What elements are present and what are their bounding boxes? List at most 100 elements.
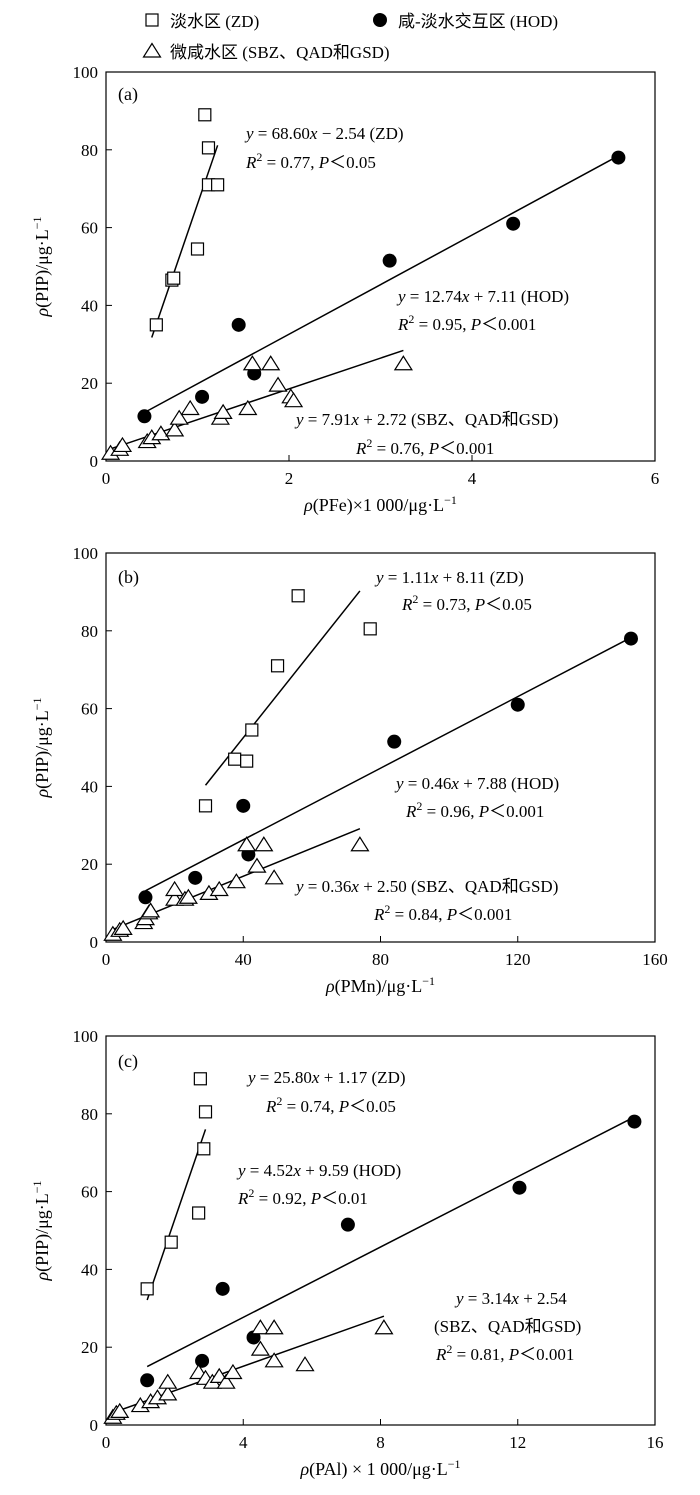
series-triangle: y = 3.14x + 2.54 (SBZ、QAD和GSD) R2 = 0.81, … <box>103 1289 581 1424</box>
data-point-circle <box>627 1114 642 1129</box>
data-point-square <box>164 1235 178 1249</box>
legend-marker-circle <box>373 13 387 27</box>
fit-line-circle <box>144 155 619 414</box>
r2-stat-triangle: R2 = 0.84, P＜0.001 <box>373 902 512 924</box>
data-point-circle <box>195 389 210 404</box>
data-point-circle <box>140 1373 155 1388</box>
x-axis-label: ρ(PFe)×1 000/μg·L−1 <box>303 493 457 516</box>
equation-triangle: y = 0.36x + 2.50 (SBZ、QAD和GSD) <box>294 877 558 896</box>
plot-frame <box>105 1035 656 1426</box>
equation-square: y = 25.80x + 1.17 (ZD) <box>246 1068 406 1087</box>
legend-label-0: 淡水区 (ZD) <box>170 12 259 31</box>
data-point-circle <box>510 697 525 712</box>
x-tick-label: 0 <box>102 469 111 488</box>
data-point-triangle <box>264 1352 284 1368</box>
data-point-circle <box>512 1180 527 1195</box>
series-circle: y = 12.74x + 7.11 (HOD) R2 = 0.95, P＜0.00… <box>137 150 626 424</box>
x-tick-label: 8 <box>376 1433 385 1452</box>
r2-stat-circle: R2 = 0.92, P＜0.01 <box>237 1186 368 1208</box>
y-tick-label: 80 <box>81 1105 98 1124</box>
legend: 淡水区 (ZD) 咸-淡水交互区 (HOD) 微咸水区 (SBZ、QAD和GSD) <box>142 12 558 62</box>
data-point-triangle <box>113 919 133 935</box>
data-point-triangle <box>254 836 274 852</box>
y-tick-label: 20 <box>81 374 98 393</box>
x-tick-label: 4 <box>239 1433 248 1452</box>
data-point-triangle <box>264 1319 284 1335</box>
data-point-circle <box>215 1281 230 1296</box>
data-point-circle <box>382 253 397 268</box>
data-point-square <box>270 659 285 673</box>
y-axis-label: ρ(PIP)/μg·L−1 <box>30 697 53 798</box>
x-tick-label: 6 <box>651 469 660 488</box>
y-tick-label: 20 <box>81 855 98 874</box>
chart-panel-b: 0 20 40 60 80 100 0 40 80 120 160 ρ(PMn)/μg·L−1 ρ(PI… <box>30 544 668 997</box>
data-point-square <box>291 589 305 603</box>
data-point-circle <box>506 216 521 231</box>
data-point-circle <box>188 870 203 885</box>
y-tick-label: 100 <box>73 544 99 563</box>
y-tick-label: 0 <box>90 933 99 952</box>
panel-label: (b) <box>118 567 139 588</box>
plot-frame <box>105 71 656 462</box>
x-tick-label: 160 <box>642 950 668 969</box>
fit-line-square <box>146 1129 207 1301</box>
r2-stat-square: R2 = 0.73, P＜0.05 <box>401 592 532 614</box>
data-point-circle <box>340 1217 355 1232</box>
x-tick-label: 4 <box>468 469 477 488</box>
data-point-square <box>240 754 254 768</box>
data-point-circle <box>138 890 153 905</box>
data-point-triangle <box>268 376 288 392</box>
data-point-square <box>198 108 212 122</box>
x-tick-label: 120 <box>505 950 531 969</box>
panel-label: (c) <box>118 1051 138 1072</box>
fit-line-circle <box>145 636 632 892</box>
data-point-square <box>198 1105 213 1119</box>
data-point-triangle <box>209 880 229 897</box>
equation-circle: y = 4.52x + 9.59 (HOD) <box>236 1161 401 1180</box>
data-point-square <box>140 1282 154 1296</box>
chart-panel-c: 0 20 40 60 80 100 0 4 8 12 16 ρ(PAl) × 1 000/μg·L−1… <box>30 1027 664 1480</box>
data-point-triangle <box>165 421 185 437</box>
equation-circle: y = 0.46x + 7.88 (HOD) <box>394 774 559 793</box>
y-tick-label: 40 <box>81 1260 98 1279</box>
data-point-triangle <box>250 1319 270 1335</box>
y-tick-label: 0 <box>90 1416 99 1435</box>
data-point-triangle <box>242 355 262 371</box>
data-point-square <box>363 622 377 636</box>
r2-stat-triangle: R2 = 0.81, P＜0.001 <box>435 1342 574 1364</box>
data-point-triangle <box>374 1319 394 1335</box>
data-point-square <box>228 752 242 766</box>
series-square: y = 1.11x + 8.11 (ZD) R2 = 0.73, P＜0.05 <box>198 568 532 813</box>
y-tick-label: 60 <box>81 700 98 719</box>
equation-triangle: y = 3.14x + 2.54 <box>454 1289 567 1308</box>
series-square: y = 68.60x − 2.54 (ZD) R2 = 0.77, P＜0.05 <box>149 108 404 338</box>
legend-label-1: 咸-淡水交互区 (HOD) <box>398 12 558 31</box>
x-tick-label: 2 <box>285 469 294 488</box>
r2-stat-square: R2 = 0.74, P＜0.05 <box>265 1094 396 1116</box>
series-triangle: y = 0.36x + 2.50 (SBZ、QAD和GSD) R2 = 0.84,… <box>103 827 558 941</box>
y-tick-label: 100 <box>73 1027 99 1046</box>
equation-square: y = 68.60x − 2.54 (ZD) <box>244 124 404 143</box>
y-tick-label: 20 <box>81 1338 98 1357</box>
data-point-square <box>193 1072 207 1086</box>
data-point-triangle <box>158 1373 178 1389</box>
x-axis-label: ρ(PMn)/μg·L−1 <box>325 974 435 997</box>
data-point-circle <box>623 631 638 646</box>
equation-triangle: y = 7.91x + 2.72 (SBZ、QAD和GSD) <box>294 410 558 429</box>
data-point-square <box>149 318 163 332</box>
data-point-circle <box>611 150 626 165</box>
chart-panel-a: 0 20 40 60 80 100 0 2 4 6 ρ(PFe)×1 000/μg·L−1 ρ(PIP… <box>30 63 659 516</box>
data-point-square <box>201 141 216 155</box>
data-point-triangle <box>238 399 258 416</box>
data-point-circle <box>195 1353 210 1368</box>
equation-circle: y = 12.74x + 7.11 (HOD) <box>396 287 569 306</box>
r2-stat-triangle: R2 = 0.76, P＜0.001 <box>355 436 494 458</box>
legend-label-2: 微咸水区 (SBZ、QAD和GSD) <box>170 43 390 62</box>
data-point-triangle <box>250 1340 270 1356</box>
y-tick-label: 40 <box>81 777 98 796</box>
data-point-triangle <box>237 836 257 852</box>
data-point-triangle <box>393 355 413 371</box>
data-point-triangle <box>169 409 189 425</box>
data-point-triangle <box>223 1363 243 1380</box>
